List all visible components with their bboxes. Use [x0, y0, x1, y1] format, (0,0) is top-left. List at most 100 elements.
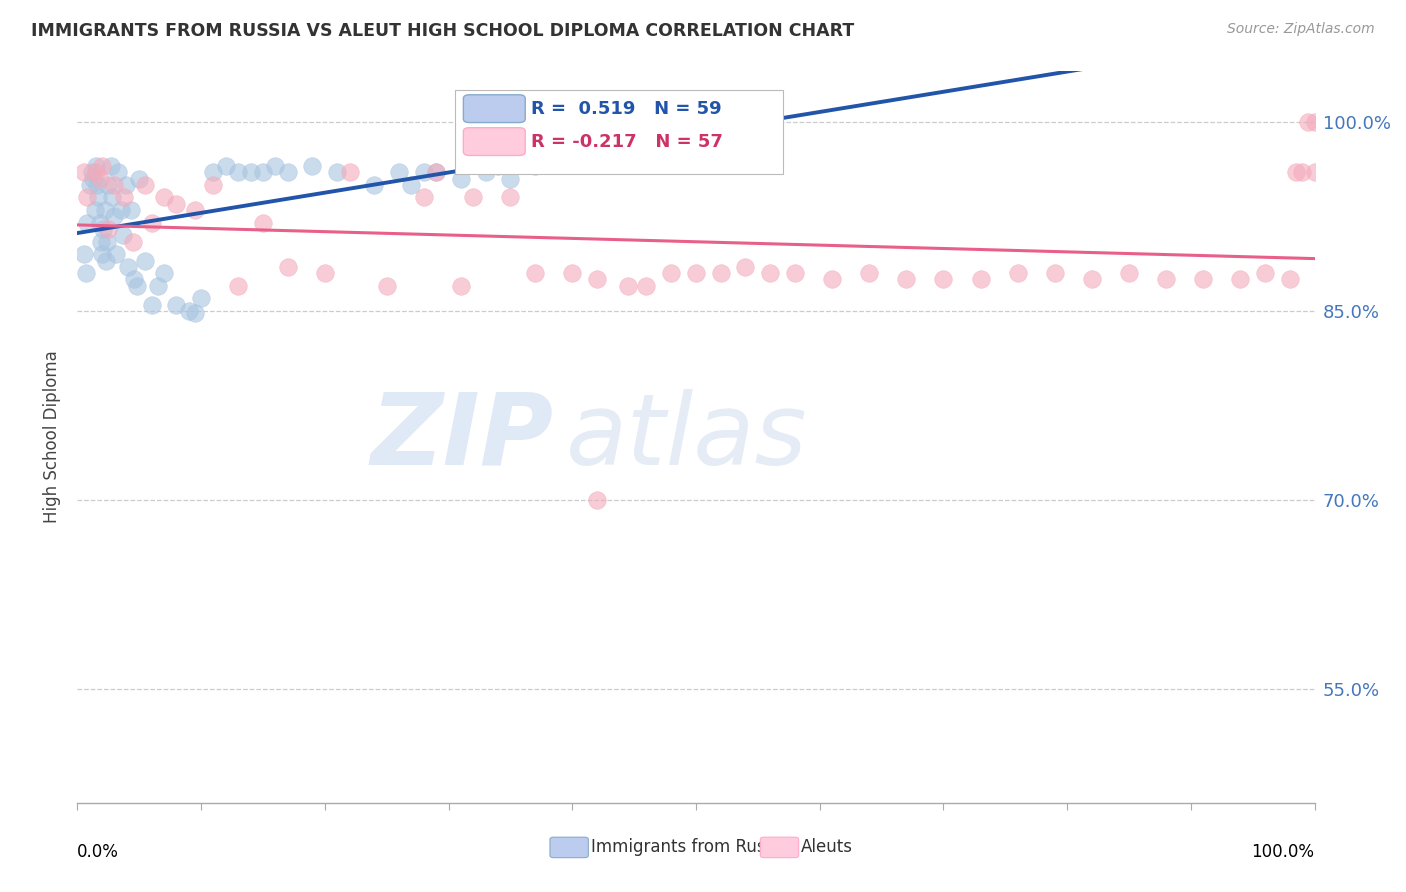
Point: [100, 159, 122, 173]
Point: [134, 178, 156, 192]
Point: [1278, 272, 1301, 286]
Point: [586, 493, 609, 508]
Point: [128, 171, 150, 186]
Point: [1303, 165, 1326, 179]
Text: 0.0%: 0.0%: [77, 843, 120, 861]
FancyBboxPatch shape: [454, 90, 783, 174]
Point: [79, 178, 101, 192]
Point: [401, 178, 423, 192]
Point: [91, 222, 114, 236]
Point: [165, 196, 187, 211]
Point: [91, 247, 114, 261]
Text: Source: ZipAtlas.com: Source: ZipAtlas.com: [1227, 22, 1375, 37]
Point: [202, 178, 225, 192]
Point: [388, 165, 411, 179]
Point: [72, 165, 94, 179]
Point: [1291, 165, 1313, 179]
FancyBboxPatch shape: [550, 838, 588, 858]
Point: [226, 278, 249, 293]
FancyBboxPatch shape: [464, 128, 526, 155]
Point: [103, 210, 125, 224]
Text: ZIP: ZIP: [371, 389, 554, 485]
Point: [474, 165, 496, 179]
Text: IMMIGRANTS FROM RUSSIA VS ALEUT HIGH SCHOOL DIPLOMA CORRELATION CHART: IMMIGRANTS FROM RUSSIA VS ALEUT HIGH SCH…: [31, 22, 855, 40]
Text: Immigrants from Russia: Immigrants from Russia: [591, 838, 789, 856]
Point: [450, 171, 472, 186]
Point: [326, 165, 349, 179]
Point: [1285, 165, 1308, 179]
Point: [86, 178, 108, 192]
Point: [122, 272, 145, 286]
Point: [1043, 266, 1066, 280]
Point: [226, 165, 249, 179]
Point: [1254, 266, 1277, 280]
Point: [82, 165, 104, 179]
Point: [146, 278, 169, 293]
Point: [153, 190, 176, 204]
Point: [125, 278, 148, 293]
Point: [561, 266, 583, 280]
Point: [548, 115, 571, 129]
Text: 100.0%: 100.0%: [1251, 843, 1315, 861]
Point: [72, 247, 94, 261]
Point: [252, 216, 274, 230]
Point: [215, 159, 238, 173]
Point: [425, 165, 447, 179]
Point: [114, 178, 136, 192]
Point: [93, 203, 115, 218]
Point: [821, 272, 844, 286]
Point: [499, 190, 522, 204]
Point: [277, 165, 299, 179]
Point: [87, 190, 110, 204]
Point: [932, 272, 955, 286]
Point: [84, 165, 107, 179]
Point: [112, 228, 135, 243]
Point: [190, 291, 212, 305]
Point: [617, 278, 640, 293]
Point: [636, 278, 658, 293]
Point: [239, 165, 262, 179]
Point: [82, 171, 104, 186]
Point: [76, 190, 98, 204]
Point: [75, 266, 97, 280]
Point: [450, 278, 472, 293]
Point: [184, 203, 207, 218]
Point: [412, 165, 434, 179]
Text: atlas: atlas: [567, 389, 807, 485]
Text: R =  0.519   N = 59: R = 0.519 N = 59: [531, 100, 723, 118]
Point: [104, 247, 127, 261]
Point: [101, 190, 124, 204]
Point: [524, 266, 547, 280]
Point: [1303, 115, 1326, 129]
Point: [1192, 272, 1215, 286]
Point: [94, 253, 117, 268]
Point: [76, 216, 98, 230]
Point: [685, 266, 707, 280]
Point: [103, 178, 125, 192]
Point: [463, 190, 485, 204]
Point: [499, 171, 522, 186]
Point: [89, 171, 111, 186]
Point: [1081, 272, 1104, 286]
Point: [96, 235, 118, 249]
FancyBboxPatch shape: [761, 838, 799, 858]
Point: [1229, 272, 1251, 286]
Point: [1118, 266, 1140, 280]
Point: [107, 165, 129, 179]
Point: [117, 260, 139, 274]
Point: [165, 298, 187, 312]
Point: [1154, 272, 1177, 286]
Point: [586, 272, 609, 286]
Point: [264, 159, 287, 173]
Point: [659, 266, 682, 280]
Point: [89, 216, 111, 230]
Point: [339, 165, 361, 179]
Point: [252, 165, 274, 179]
Point: [120, 203, 142, 218]
Point: [1298, 115, 1320, 129]
Point: [375, 278, 398, 293]
Point: [122, 235, 145, 249]
Point: [97, 222, 120, 236]
Text: Aleuts: Aleuts: [801, 838, 853, 856]
Point: [110, 203, 132, 218]
